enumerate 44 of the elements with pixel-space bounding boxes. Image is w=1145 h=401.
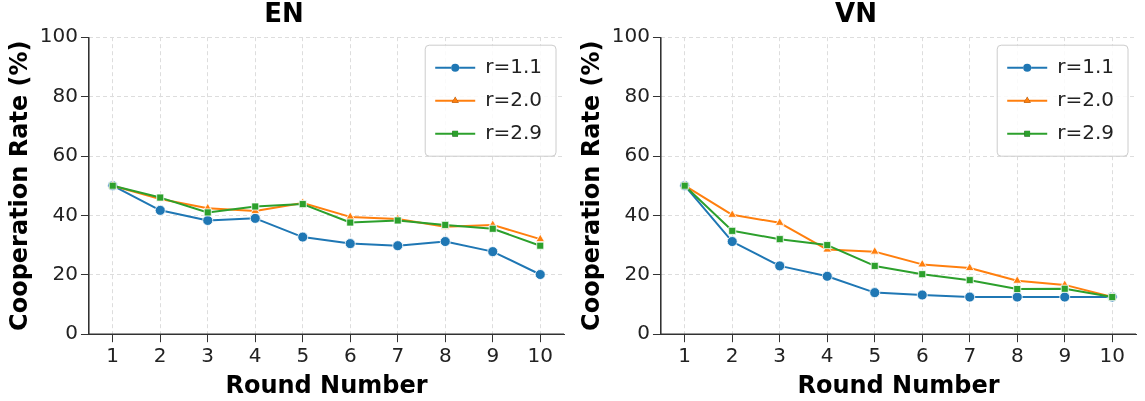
y-tick-label: 0 [65,320,78,345]
x-tick-label: 4 [820,343,834,368]
x-tick-label: 10 [1099,343,1125,368]
x-tick-label: 9 [486,343,500,368]
y-tick-label: 80 [624,82,650,107]
x-tick-label: 6 [915,343,929,368]
y-tick-label: 20 [52,261,78,285]
y-tick-label: 80 [52,82,78,107]
x-tick-label: 8 [438,343,452,368]
x-tick-label: 2 [725,343,739,368]
chart-title: EN [264,0,304,29]
x-axis-title: Round Number [225,370,428,399]
x-tick-label: 7 [963,343,977,368]
y-tick-label: 60 [624,142,650,167]
y-tick-label: 100 [611,23,650,48]
x-tick-label: 5 [868,343,882,368]
legend-label: r=2.9 [1057,119,1115,144]
x-tick-label: 1 [678,343,692,368]
x-tick-label: 6 [343,343,357,368]
x-tick-label: 7 [391,343,405,368]
legend-label: r=1.1 [485,53,543,78]
y-tick-label: 40 [52,201,78,226]
chart-title: VN [835,0,877,29]
legend-label: r=2.0 [1057,86,1115,111]
y-tick-label: 100 [39,23,78,48]
x-tick-label: 10 [527,343,553,368]
x-tick-label: 4 [248,343,262,368]
x-tick-label: 8 [1010,343,1024,368]
legend-label: r=1.1 [1057,53,1115,78]
x-tick-label: 2 [153,343,167,368]
y-axis-title: Cooperation Rate (%) [576,40,605,331]
x-tick-label: 3 [773,343,787,368]
x-tick-label: 5 [296,343,310,368]
legend-label: r=2.9 [485,119,543,144]
legend-label: r=2.0 [485,86,543,111]
x-axis-title: Round Number [797,370,1000,399]
y-tick-label: 0 [637,320,650,345]
y-axis-title: Cooperation Rate (%) [4,40,33,331]
x-tick-label: 1 [106,343,120,368]
x-tick-label: 9 [1058,343,1072,368]
y-tick-label: 20 [624,261,650,285]
y-tick-label: 60 [52,142,78,167]
x-tick-label: 3 [201,343,215,368]
y-tick-label: 40 [624,201,650,226]
